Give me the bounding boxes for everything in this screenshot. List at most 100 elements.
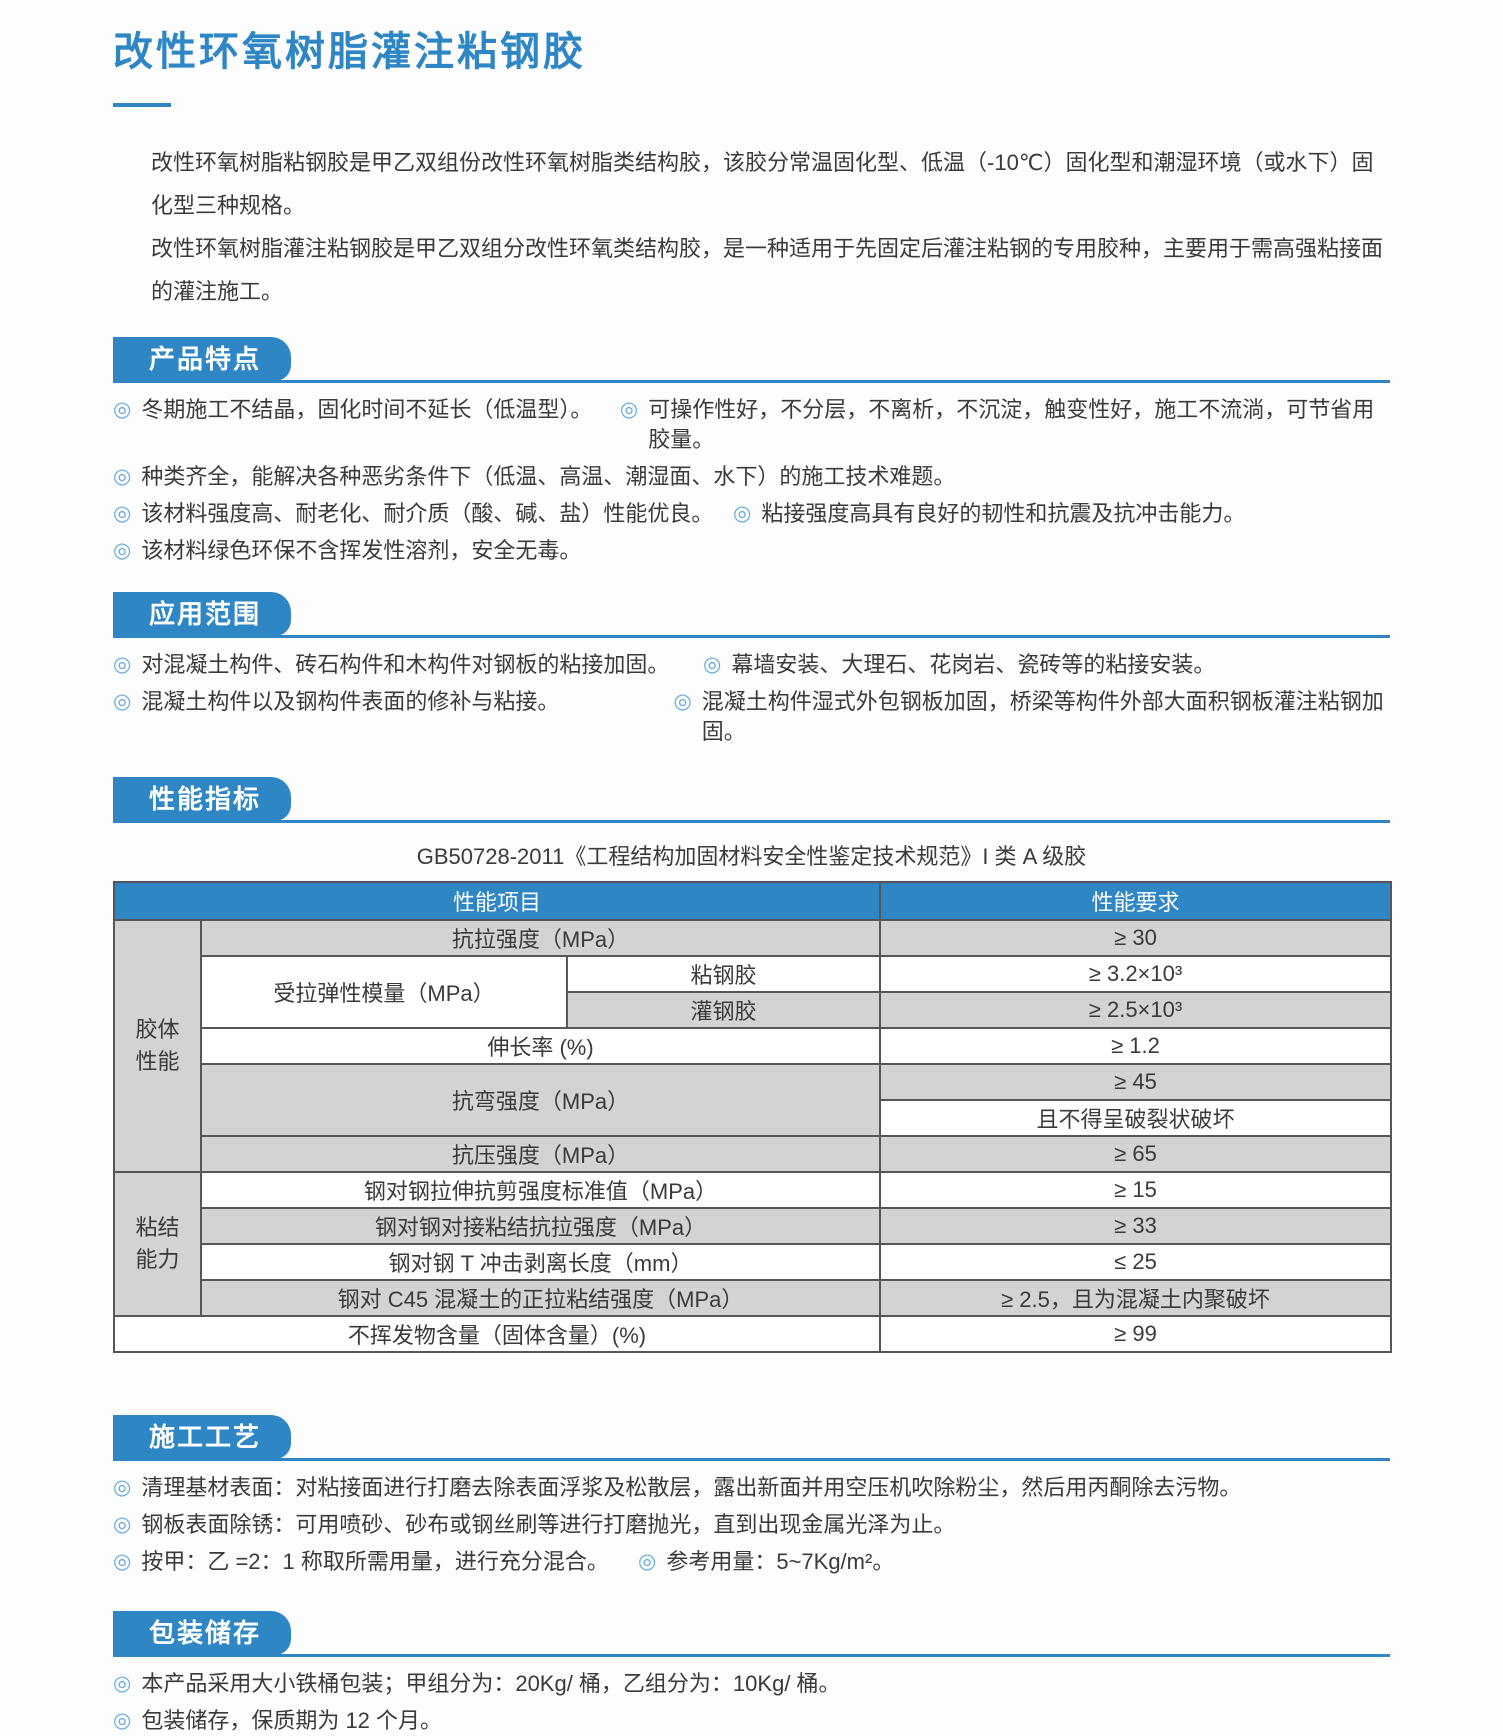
table-row: 灌钢胶 ≥ 2.5×10³ [114,991,1392,1029]
group-label-bonding-ability: 粘结能力 [113,1171,202,1317]
property-name: 抗弯强度（MPa） [200,1063,881,1137]
process-text: 清理基材表面：对粘接面进行打磨去除表面浮浆及松散层，露出新面并用空压机吹除粉尘，… [141,1475,1242,1500]
performance-table: 性能项目 性能要求 胶体性能 抗拉强度（MPa） ≥ 30 受拉弹性模量（MPa… [113,881,1392,1353]
group-label-adhesive-body: 胶体性能 [113,919,202,1173]
table-row: 粘结能力 钢对钢拉伸抗剪强度标准值（MPa） ≥ 15 [113,1171,1392,1317]
section-tab-process: 施工工艺 [113,1415,291,1459]
section-header-features: 产品特点 [113,337,1390,383]
table-caption: GB50728-2011《工程结构加固材料安全性鉴定技术规范》I 类 A 级胶 [416,844,1087,869]
table-row: 抗压强度（MPa） ≥ 65 [114,1135,1392,1173]
bullet-icon: ◎ [733,502,752,525]
section-header-applications: 应用范围 [113,592,1390,638]
list-item: ◎ 清理基材表面：对粘接面进行打磨去除表面浮浆及松散层，露出新面并用空压机吹除粉… [113,1473,1241,1503]
list-item: ◎ 按甲：乙 =2：1 称取所需用量，进行充分混合。 [113,1547,638,1577]
table-row: 且不得呈破裂状破坏 [114,1099,1392,1137]
list-item: ◎ 包装储存，保质期为 12 个月。 [113,1706,442,1736]
bullet-icon: ◎ [638,1550,657,1573]
property-name: 不挥发物含量（固体含量）(%) [113,1315,881,1353]
section-header-process: 施工工艺 [113,1415,1390,1461]
list-item: ◎ 该材料绿色环保不含挥发性溶剂，安全无毒。 [113,536,581,566]
property-requirement: ≥ 2.5×10³ [879,991,1392,1029]
feature-text: 可操作性好，不分层，不离析，不沉淀，触变性好，施工不流淌，可节省用胶量。 [648,397,1375,452]
feature-text: 该材料强度高、耐老化、耐介质（酸、碱、盐）性能优良。 [141,501,714,526]
list-item: ◎ 本产品采用大小铁桶包装；甲组分为：20Kg/ 桶，乙组分为：10Kg/ 桶。 [113,1669,841,1699]
feature-row: ◎ 该材料绿色环保不含挥发性溶剂，安全无毒。 [113,536,1390,566]
table-row: 钢对 C45 混凝土的正拉粘结强度（MPa） ≥ 2.5，且为混凝土内聚破坏 [114,1279,1392,1317]
table-row: 胶体性能 抗拉强度（MPa） ≥ 30 [113,919,1392,1173]
list-item: ◎ 种类齐全，能解决各种恶劣条件下（低温、高温、潮湿面、水下）的施工技术难题。 [113,462,955,492]
packaging-row: ◎ 包装储存，保质期为 12 个月。 [113,1706,1390,1736]
bullet-icon: ◎ [619,398,639,421]
application-row: ◎ 混凝土构件以及钢构件表面的修补与粘接。 ◎ 混凝土构件湿式外包钢板加固，桥梁… [113,687,1390,747]
bullet-icon: ◎ [113,539,132,562]
features-list: ◎ 冬期施工不结晶，固化时间不延长（低温型）。 ◎ 可操作性好，不分层，不离析，… [113,395,1390,566]
list-item: ◎ 钢板表面除锈：可用喷砂、砂布或钢丝刷等进行打磨抛光，直到出现金属光泽为止。 [113,1510,955,1540]
section-tab-applications: 应用范围 [113,592,291,636]
application-text: 混凝土构件以及钢构件表面的修补与粘接。 [141,689,560,714]
intro-line-2: 改性环氧树脂灌注粘钢胶是甲乙双组分改性环氧类结构胶，是一种适用于先固定后灌注粘钢… [151,236,1384,304]
page-title: 改性环氧树脂灌注粘钢胶 [113,30,586,74]
section-rule [113,1654,1390,1657]
property-name: 抗拉强度（MPa） [200,919,881,957]
list-item: ◎ 混凝土构件湿式外包钢板加固，桥梁等构件外部大面积钢板灌注粘钢加固。 [673,687,1390,747]
table-row: 伸长率 (%) ≥ 1.2 [114,1027,1392,1065]
column-header-item: 性能项目 [113,881,881,921]
property-requirement: ≥ 99 [879,1315,1392,1353]
table-row: 不挥发物含量（固体含量）(%) ≥ 99 [113,1315,1392,1353]
bullet-icon: ◎ [673,690,692,713]
feature-text: 冬期施工不结晶，固化时间不延长（低温型）。 [141,397,593,422]
property-name: 钢对钢拉伸抗剪强度标准值（MPa） [200,1171,881,1209]
feature-row: ◎ 冬期施工不结晶，固化时间不延长（低温型）。 ◎ 可操作性好，不分层，不离析，… [113,395,1390,455]
intro-line-1: 改性环氧树脂粘钢胶是甲乙双组份改性环氧树脂类结构胶，该胶分常温固化型、低温（-1… [151,150,1374,218]
list-item: ◎ 参考用量：5~7Kg/m²。 [638,1547,894,1577]
process-list: ◎ 清理基材表面：对粘接面进行打磨去除表面浮浆及松散层，露出新面并用空压机吹除粉… [113,1473,1390,1577]
section-tab-packaging: 包装储存 [113,1611,291,1655]
process-row: ◎ 清理基材表面：对粘接面进行打磨去除表面浮浆及松散层，露出新面并用空压机吹除粉… [113,1473,1390,1503]
packaging-text: 本产品采用大小铁桶包装；甲组分为：20Kg/ 桶，乙组分为：10Kg/ 桶。 [141,1671,841,1696]
applications-list: ◎ 对混凝土构件、砖石构件和木构件对钢板的粘接加固。 ◎ 幕墙安装、大理石、花岗… [113,650,1390,747]
bullet-icon: ◎ [113,1550,132,1573]
table-row: 受拉弹性模量（MPa） 粘钢胶 ≥ 3.2×10³ [114,955,1392,1029]
bullet-icon: ◎ [113,690,132,713]
property-name: 伸长率 (%) [200,1027,881,1065]
bullet-icon: ◎ [113,653,132,676]
list-item: ◎ 粘接强度高具有良好的韧性和抗震及抗冲击能力。 [733,499,1245,529]
feature-row: ◎ 该材料强度高、耐老化、耐介质（酸、碱、盐）性能优良。 ◎ 粘接强度高具有良好… [113,499,1390,529]
property-name: 受拉弹性模量（MPa） [200,955,568,1029]
bullet-icon: ◎ [113,1476,132,1499]
property-requirement: ≥ 30 [879,919,1392,957]
process-text: 参考用量：5~7Kg/m²。 [666,1549,895,1574]
section-rule [113,820,1390,823]
process-text: 钢板表面除锈：可用喷砂、砂布或钢丝刷等进行打磨抛光，直到出现金属光泽为止。 [141,1512,956,1537]
property-name: 钢对钢 T 冲击剥离长度（mm） [200,1243,881,1281]
bullet-icon: ◎ [113,465,132,488]
feature-row: ◎ 种类齐全，能解决各种恶劣条件下（低温、高温、潮湿面、水下）的施工技术难题。 [113,462,1390,492]
bullet-icon: ◎ [113,1513,132,1536]
process-row: ◎ 按甲：乙 =2：1 称取所需用量，进行充分混合。 ◎ 参考用量：5~7Kg/… [113,1547,1390,1577]
section-rule [113,1458,1390,1461]
list-item: ◎ 对混凝土构件、砖石构件和木构件对钢板的粘接加固。 [113,650,703,680]
property-name: 钢对 C45 混凝土的正拉粘结强度（MPa） [200,1279,881,1317]
property-subtype: 灌钢胶 [566,991,881,1029]
bullet-icon: ◎ [113,398,132,421]
feature-text: 该材料绿色环保不含挥发性溶剂，安全无毒。 [141,538,582,563]
property-requirement: ≥ 2.5，且为混凝土内聚破坏 [879,1279,1392,1317]
list-item: ◎ 幕墙安装、大理石、花岗岩、瓷砖等的粘接安装。 [703,650,1215,680]
application-text: 混凝土构件湿式外包钢板加固，桥梁等构件外部大面积钢板灌注粘钢加固。 [701,689,1384,744]
packaging-row: ◎ 本产品采用大小铁桶包装；甲组分为：20Kg/ 桶，乙组分为：10Kg/ 桶。 [113,1669,1390,1699]
application-text: 幕墙安装、大理石、花岗岩、瓷砖等的粘接安装。 [731,652,1216,677]
section-rule [113,635,1390,638]
property-name: 钢对钢对接粘结抗拉强度（MPa） [200,1207,881,1245]
bullet-icon: ◎ [113,1709,132,1732]
application-row: ◎ 对混凝土构件、砖石构件和木构件对钢板的粘接加固。 ◎ 幕墙安装、大理石、花岗… [113,650,1390,680]
property-requirement: ≥ 15 [879,1171,1392,1209]
bullet-icon: ◎ [703,653,722,676]
table-header-row: 性能项目 性能要求 [113,881,1392,921]
cropped-previous-line: 改性环氧树脂灌注粘钢胶 [113,0,1390,7]
property-requirement: 且不得呈破裂状破坏 [879,1099,1392,1137]
section-tab-performance: 性能指标 [113,777,291,821]
property-requirement: ≥ 65 [879,1135,1392,1173]
list-item: ◎ 可操作性好，不分层，不离析，不沉淀，触变性好，施工不流淌，可节省用胶量。 [620,395,1390,455]
list-item: ◎ 该材料强度高、耐老化、耐介质（酸、碱、盐）性能优良。 [113,499,733,529]
